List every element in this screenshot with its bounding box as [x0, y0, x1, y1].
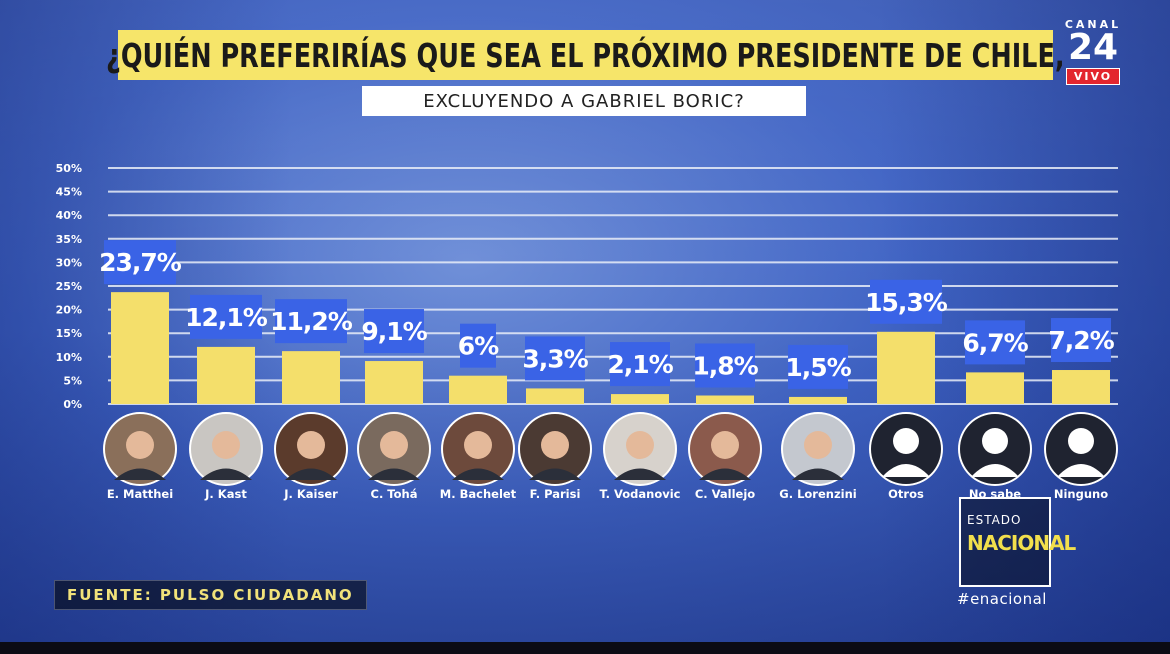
- silhouette-body-icon: [882, 464, 930, 477]
- program-line2: NACIONAL: [967, 531, 1076, 555]
- silhouette-head-icon: [893, 428, 919, 454]
- avatar-face: [380, 431, 408, 459]
- program-line1: ESTADO: [967, 513, 1022, 527]
- program-logo: ESTADO NACIONAL: [959, 497, 1076, 587]
- chart-subtitle: EXCLUYENDO A GABRIEL BORIC?: [423, 90, 745, 112]
- y-tick-label: 40%: [56, 209, 82, 222]
- value-label-box: [965, 320, 1025, 365]
- y-tick-label: 30%: [56, 256, 82, 269]
- candidate-name: M. Bachelet: [440, 487, 517, 501]
- value-label: 3,3%: [522, 344, 588, 373]
- value-label-box: [190, 294, 262, 339]
- bar: [449, 375, 507, 404]
- candidate-name: C. Vallejo: [695, 487, 755, 501]
- value-label-box: [610, 342, 670, 387]
- silhouette-body-icon: [971, 464, 1019, 477]
- y-tick-label: 25%: [56, 280, 82, 293]
- silhouette-head-icon: [1068, 428, 1094, 454]
- value-label-box: [788, 344, 848, 389]
- candidate-name: E. Matthei: [107, 487, 173, 501]
- chart-title: ¿QUIÉN PREFERIRÍAS QUE SEA EL PRÓXIMO PR…: [106, 35, 1065, 75]
- value-label-box: [695, 343, 755, 388]
- bar: [111, 292, 169, 404]
- bar: [197, 346, 255, 404]
- program-hashtag: #enacional: [957, 590, 1047, 608]
- avatar-shoulders: [792, 468, 844, 480]
- bar: [966, 372, 1024, 404]
- bar: [365, 361, 423, 404]
- avatar-shoulders: [699, 468, 751, 480]
- value-label: 1,8%: [692, 352, 758, 381]
- y-tick-label: 0%: [63, 398, 82, 411]
- value-label: 9,1%: [361, 317, 427, 346]
- bar: [526, 388, 584, 404]
- candidate-name: Ninguno: [1054, 487, 1108, 501]
- value-label: 2,1%: [607, 350, 673, 379]
- avatar-face: [297, 431, 325, 459]
- bar: [282, 351, 340, 404]
- candidate-name: C. Tohá: [371, 487, 418, 501]
- logo-number: 24: [1067, 27, 1119, 68]
- y-tick-label: 20%: [56, 304, 82, 317]
- source-label: FUENTE: PULSO CIUDADANO: [54, 580, 367, 610]
- candidate-name: J. Kast: [204, 487, 247, 501]
- subtitle-banner: EXCLUYENDO A GABRIEL BORIC?: [362, 86, 806, 116]
- value-label-box: [364, 309, 424, 354]
- avatar-shoulders: [614, 468, 666, 480]
- avatar-face: [541, 431, 569, 459]
- avatar-shoulders: [285, 468, 337, 480]
- value-label-box: [104, 240, 176, 285]
- value-label-box: [525, 336, 585, 381]
- y-tick-label: 35%: [56, 233, 82, 246]
- bar: [696, 395, 754, 404]
- source-text: FUENTE: PULSO CIUDADANO: [67, 586, 354, 604]
- bottom-bar: [0, 642, 1170, 654]
- avatar-face: [212, 431, 240, 459]
- value-label: 1,5%: [785, 353, 851, 382]
- candidate-name: T. Vodanovic: [600, 487, 681, 501]
- value-label: 6,7%: [962, 328, 1028, 357]
- logo-canal-text: CANAL: [1064, 18, 1122, 31]
- value-label-box: [870, 279, 942, 324]
- value-label: 23,7%: [99, 248, 182, 277]
- bar: [611, 394, 669, 404]
- channel-logo: CANAL 24 VIVO: [1062, 18, 1124, 85]
- avatar-face: [626, 431, 654, 459]
- value-label: 15,3%: [865, 288, 948, 317]
- bar: [877, 331, 935, 404]
- y-tick-label: 5%: [63, 374, 82, 387]
- avatar-shoulders: [368, 468, 420, 480]
- title-banner: ¿QUIÉN PREFERIRÍAS QUE SEA EL PRÓXIMO PR…: [106, 30, 1065, 80]
- avatar-shoulders: [529, 468, 581, 480]
- silhouette-body-icon: [1057, 464, 1105, 477]
- avatar-shoulders: [200, 468, 252, 480]
- y-tick-label: 10%: [56, 351, 82, 364]
- avatar-shoulders: [452, 468, 504, 480]
- bar: [789, 396, 847, 404]
- candidate-name: G. Lorenzini: [779, 487, 856, 501]
- value-label: 11,2%: [270, 307, 353, 336]
- avatar-face: [804, 431, 832, 459]
- y-tick-label: 45%: [56, 186, 82, 199]
- value-label-box: [275, 299, 347, 344]
- avatar-face: [126, 431, 154, 459]
- bar: [1052, 370, 1110, 404]
- y-tick-label: 50%: [56, 162, 82, 175]
- avatar-face: [464, 431, 492, 459]
- candidate-name: J. Kaiser: [283, 487, 338, 501]
- value-label: 7,2%: [1048, 326, 1114, 355]
- y-tick-label: 15%: [56, 327, 82, 340]
- candidate-name: F. Parisi: [530, 487, 581, 501]
- value-label-box: [460, 323, 496, 368]
- value-label-box: [1051, 318, 1111, 363]
- avatar-shoulders: [114, 468, 166, 480]
- live-badge: VIVO: [1065, 68, 1121, 85]
- value-label: 12,1%: [185, 303, 268, 332]
- value-label: 6%: [458, 332, 499, 361]
- candidate-name: Otros: [888, 487, 924, 501]
- avatar-face: [711, 431, 739, 459]
- silhouette-head-icon: [982, 428, 1008, 454]
